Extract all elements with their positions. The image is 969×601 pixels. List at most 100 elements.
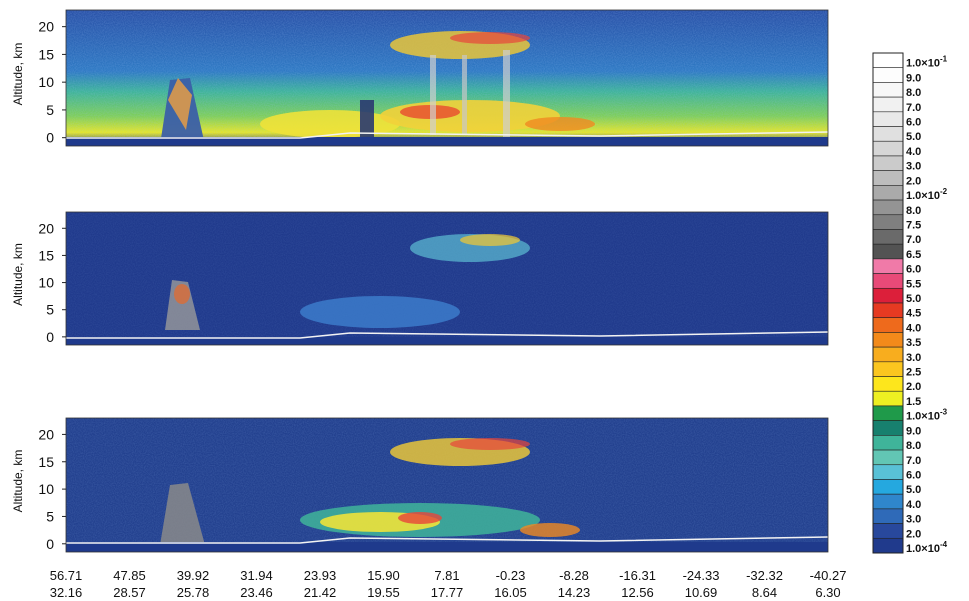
x-tick-label: 25.78: [177, 585, 210, 600]
x-tick-label: 6.30: [815, 585, 840, 600]
colorbar-label: 4.5: [906, 308, 921, 320]
y-tick-label: 20: [38, 220, 54, 236]
panel-frame: [65, 9, 829, 147]
colorbar-swatch: [872, 464, 904, 480]
x-tick-label: 10.69: [685, 585, 718, 600]
colorbar-label-text: 2.0: [906, 528, 921, 540]
y-tick-label: 10: [38, 275, 54, 291]
colorbar-label-text: 3.0: [906, 514, 921, 526]
colorbar-label: 5.0: [906, 484, 921, 496]
colorbar-swatch: [872, 214, 904, 230]
colorbar-label: 1.0×10-4: [906, 540, 948, 555]
colorbar-label-text: 2.5: [906, 367, 921, 379]
colorbar-label-text: 9.0: [906, 425, 921, 437]
colorbar-label-text: 1.0×10: [906, 543, 940, 555]
colorbar-label-text: 8.0: [906, 87, 921, 99]
colorbar-label-text: 4.0: [906, 499, 921, 511]
colorbar-swatch: [872, 479, 904, 495]
panel-middle: [66, 212, 828, 345]
colorbar-label: 3.5: [906, 337, 921, 349]
colorbar-swatch: [872, 508, 904, 524]
panel-frame: [65, 211, 829, 346]
colorbar-label: 1.0×10-1: [906, 55, 948, 70]
colorbar-label-text: 3.0: [906, 352, 921, 364]
colorbar-label-text: 8.0: [906, 205, 921, 217]
y-axis-label: Altitude, km: [11, 43, 25, 106]
x-tick-label: -0.23: [496, 568, 526, 583]
y-tick-label: 0: [46, 536, 54, 552]
colorbar-label: 5.0: [906, 131, 921, 143]
colorbar-label-text: 5.0: [906, 293, 921, 305]
colorbar-label: 4.0: [906, 322, 921, 334]
colorbar-label-text: 1.0×10: [906, 411, 940, 423]
colorbar-label: 6.0: [906, 469, 921, 481]
colorbar-label: 7.0: [906, 102, 921, 114]
colorbar-label-text: 4.0: [906, 146, 921, 158]
colorbar-label: 1.0×10-3: [906, 408, 948, 423]
y-tick-label: 15: [38, 454, 54, 470]
x-tick-label: 7.81: [434, 568, 459, 583]
colorbar-label: 4.0: [906, 499, 921, 511]
colorbar-swatch: [872, 435, 904, 451]
colorbar-label-text: 5.0: [906, 131, 921, 143]
colorbar-label: 8.0: [906, 205, 921, 217]
colorbar: 1.0×10-19.08.07.06.05.04.03.02.01.0×10-2…: [872, 52, 948, 555]
colorbar-label-exponent: -4: [940, 540, 948, 549]
panel-top: [66, 10, 828, 146]
x-tick-label: 15.90: [367, 568, 400, 583]
y-axis-label: Altitude, km: [11, 243, 25, 306]
colorbar-label: 2.0: [906, 528, 921, 540]
colorbar-label: 8.0: [906, 440, 921, 452]
colorbar-label-exponent: -3: [940, 408, 948, 417]
colorbar-swatch: [872, 185, 904, 201]
colorbar-swatch: [872, 126, 904, 142]
colorbar-label: 9.0: [906, 72, 921, 84]
colorbar-label-text: 2.0: [906, 175, 921, 187]
colorbar-label-text: 3.5: [906, 337, 921, 349]
colorbar-swatch: [872, 405, 904, 421]
colorbar-frame: [872, 52, 904, 554]
colorbar-swatch: [872, 96, 904, 113]
colorbar-swatch: [872, 332, 904, 348]
colorbar-label: 8.0: [906, 87, 921, 99]
colorbar-swatch: [872, 346, 904, 363]
x-tick-label: -40.27: [810, 568, 847, 583]
colorbar-label-text: 7.5: [906, 219, 921, 231]
y-tick-label: 20: [38, 19, 54, 35]
colorbar-swatch: [872, 111, 904, 127]
colorbar-label-text: 6.5: [906, 249, 921, 261]
colorbar-swatch: [872, 449, 904, 466]
colorbar-swatch: [872, 420, 904, 436]
y-axis-label: Altitude, km: [11, 450, 25, 513]
colorbar-swatch: [872, 67, 904, 83]
colorbar-swatch: [872, 82, 904, 98]
y-tick-label: 0: [46, 130, 54, 146]
colorbar-label-text: 2.0: [906, 381, 921, 393]
x-tick-label: -16.31: [619, 568, 656, 583]
x-tick-label: 16.05: [494, 585, 527, 600]
panel-bottom: [66, 418, 828, 552]
colorbar-label-text: 5.0: [906, 484, 921, 496]
y-tick-label: 15: [38, 247, 54, 263]
y-tick-label: 5: [46, 302, 54, 318]
colorbar-swatch: [872, 273, 904, 289]
x-tick-label: -24.33: [683, 568, 720, 583]
colorbar-swatch: [872, 317, 904, 333]
colorbar-swatch: [872, 287, 904, 304]
x-tick-label: 12.56: [621, 585, 654, 600]
colorbar-swatch: [872, 140, 904, 157]
x-tick-label: 14.23: [558, 585, 591, 600]
colorbar-label: 2.0: [906, 381, 921, 393]
x-tick-label: 39.92: [177, 568, 210, 583]
colorbar-label-text: 1.5: [906, 396, 921, 408]
colorbar-swatch: [872, 390, 904, 407]
colorbar-swatch: [872, 155, 904, 171]
colorbar-label: 6.5: [906, 249, 921, 261]
x-tick-label: 56.71: [50, 568, 83, 583]
x-tick-label: 28.57: [113, 585, 146, 600]
colorbar-label: 3.0: [906, 352, 921, 364]
colorbar-label-text: 1.0×10: [906, 58, 940, 70]
colorbar-label-text: 6.0: [906, 117, 921, 129]
x-tick-label: 8.64: [752, 585, 777, 600]
